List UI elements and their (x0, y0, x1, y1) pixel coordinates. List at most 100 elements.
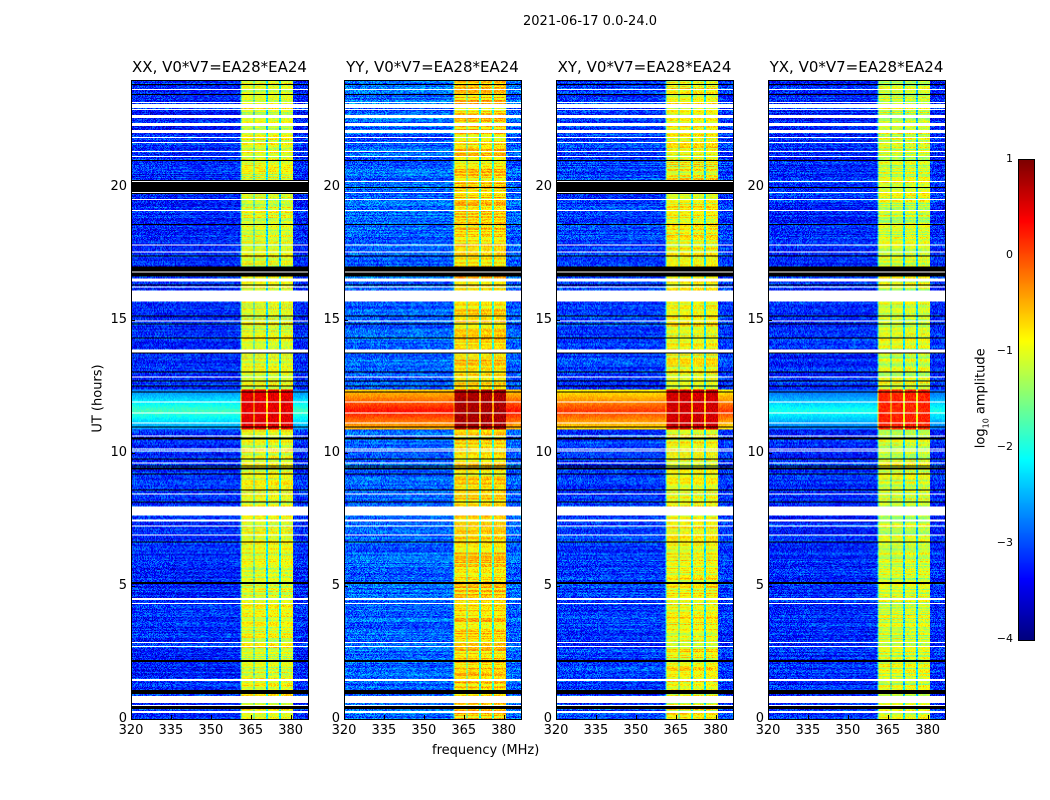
x-tick-mark (290, 715, 292, 719)
x-tick-mark (210, 715, 212, 719)
y-tick-mark (131, 319, 135, 321)
panel-title: YY, V0*V7=EA28*EA24 (346, 58, 519, 76)
x-tick-label: 335 (795, 723, 821, 738)
x-tick-mark (768, 715, 769, 719)
y-tick-label: 5 (331, 577, 340, 593)
x-tick-label: 380 (278, 723, 304, 738)
y-tick-mark (344, 319, 348, 321)
x-tick-mark (503, 715, 505, 719)
y-tick-label: 15 (110, 311, 127, 327)
y-tick-mark (344, 452, 348, 454)
x-tick-mark (847, 715, 849, 719)
x-tick-label: 380 (703, 723, 729, 738)
y-tick-label: 20 (535, 178, 552, 194)
y-tick-mark (768, 186, 772, 188)
x-tick-label: 335 (371, 723, 397, 738)
y-tick-mark (344, 186, 348, 188)
heatmap-panel (556, 80, 734, 720)
y-tick-label: 0 (331, 711, 340, 726)
x-tick-label: 365 (451, 723, 477, 738)
y-tick-label: 0 (755, 711, 764, 726)
colorbar-tick-label: −1 (996, 344, 1013, 357)
y-tick-mark (344, 585, 348, 587)
y-tick-label: 5 (755, 577, 764, 593)
heatmap-image (769, 81, 945, 719)
heatmap-panel (131, 80, 309, 720)
x-tick-mark (383, 715, 385, 719)
x-tick-mark (927, 715, 929, 719)
y-tick-label: 20 (747, 178, 764, 194)
heatmap-panel (768, 80, 946, 720)
figure-title: 2021-06-17 0.0-24.0 (523, 14, 657, 29)
x-tick-mark (423, 715, 425, 719)
y-tick-mark (131, 719, 135, 720)
x-tick-label: 350 (623, 723, 649, 738)
x-tick-mark (887, 715, 889, 719)
heatmap-image (557, 81, 733, 719)
y-tick-label: 10 (747, 444, 764, 460)
x-tick-mark (131, 715, 132, 719)
x-tick-label: 320 (543, 723, 569, 738)
x-tick-label: 380 (491, 723, 517, 738)
y-tick-mark (768, 719, 772, 720)
colorbar-tick-label: −3 (996, 536, 1013, 549)
colorbar-label-sub: 10 (981, 418, 991, 429)
x-tick-label: 320 (331, 723, 357, 738)
x-tick-mark (344, 715, 345, 719)
x-tick-label: 350 (198, 723, 224, 738)
heatmap-image (132, 81, 308, 719)
colorbar-tick-label: 0 (1006, 248, 1013, 261)
y-tick-mark (768, 452, 772, 454)
y-tick-label: 10 (110, 444, 127, 460)
y-tick-label: 0 (543, 711, 552, 726)
x-tick-label: 365 (875, 723, 901, 738)
x-tick-label: 365 (663, 723, 689, 738)
colorbar (1018, 159, 1035, 641)
x-tick-mark (635, 715, 637, 719)
y-tick-label: 15 (535, 311, 552, 327)
panel-title: XY, V0*V7=EA28*EA24 (557, 58, 732, 76)
y-tick-label: 0 (118, 711, 127, 726)
y-tick-label: 15 (747, 311, 764, 327)
x-tick-label: 380 (915, 723, 941, 738)
y-tick-mark (768, 319, 772, 321)
colorbar-tick-label: −2 (996, 440, 1013, 453)
heatmap-image (345, 81, 521, 719)
x-tick-mark (170, 715, 172, 719)
colorbar-tick-label: −4 (996, 632, 1013, 645)
y-tick-mark (556, 319, 560, 321)
x-tick-mark (675, 715, 677, 719)
x-tick-label: 350 (411, 723, 437, 738)
x-tick-mark (250, 715, 252, 719)
y-tick-label: 15 (323, 311, 340, 327)
y-tick-mark (131, 585, 135, 587)
x-tick-label: 320 (755, 723, 781, 738)
y-tick-label: 5 (118, 577, 127, 593)
x-tick-label: 365 (238, 723, 264, 738)
x-tick-mark (463, 715, 465, 719)
y-tick-mark (768, 585, 772, 587)
heatmap-panel (344, 80, 522, 720)
x-tick-label: 350 (835, 723, 861, 738)
x-axis-label: frequency (MHz) (432, 743, 540, 758)
y-tick-mark (131, 186, 135, 188)
x-tick-label: 335 (583, 723, 609, 738)
panel-title: XX, V0*V7=EA28*EA24 (132, 58, 307, 76)
x-tick-label: 320 (118, 723, 144, 738)
y-tick-label: 20 (110, 178, 127, 194)
y-tick-mark (556, 585, 560, 587)
y-tick-mark (131, 452, 135, 454)
x-tick-label: 335 (158, 723, 184, 738)
y-tick-mark (556, 452, 560, 454)
x-tick-mark (807, 715, 809, 719)
colorbar-tick-label: 1 (1006, 152, 1013, 165)
y-tick-mark (556, 186, 560, 188)
y-tick-label: 5 (543, 577, 552, 593)
colorbar-label-suffix: amplitude (973, 348, 989, 419)
panel-title: YX, V0*V7=EA28*EA24 (769, 58, 944, 76)
y-tick-mark (556, 719, 560, 720)
y-tick-mark (344, 719, 348, 720)
x-tick-mark (595, 715, 597, 719)
y-tick-label: 10 (535, 444, 552, 460)
